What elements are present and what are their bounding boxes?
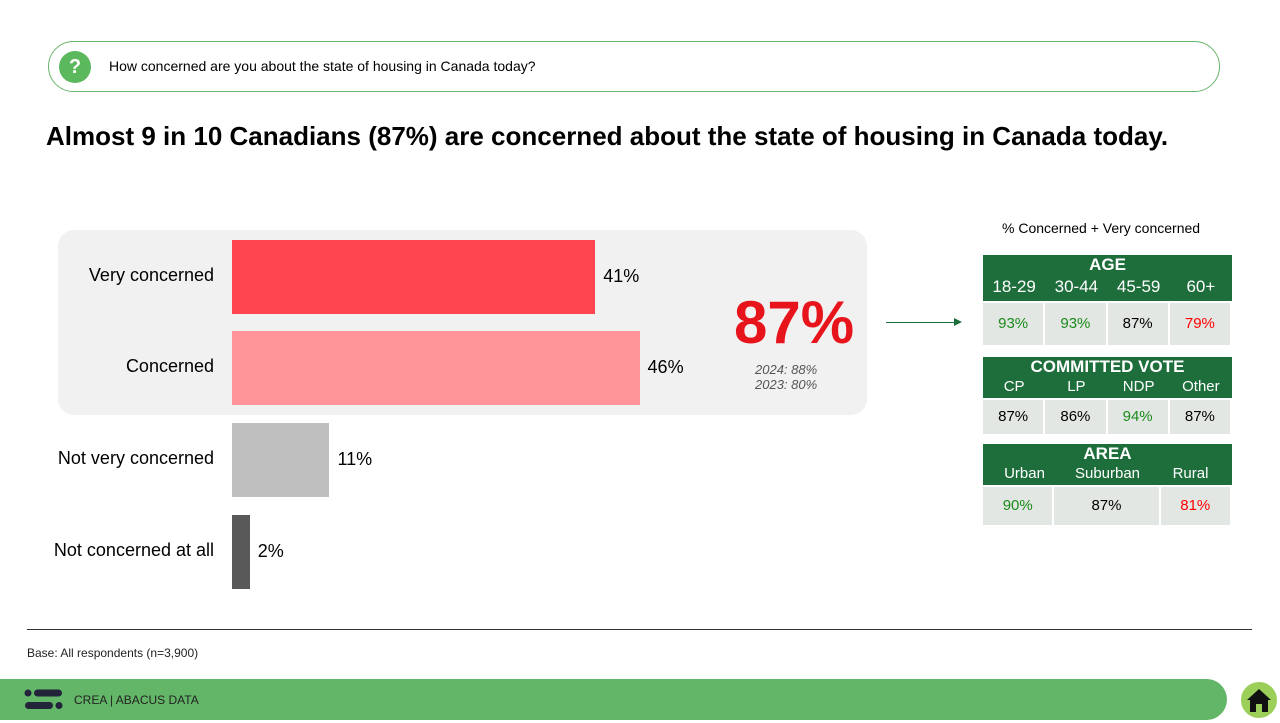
headline: Almost 9 in 10 Canadians (87%) are conce… bbox=[46, 121, 1169, 151]
column-header: Urban bbox=[1004, 465, 1045, 482]
bar bbox=[232, 240, 596, 314]
table-cell: 79% bbox=[1169, 303, 1232, 345]
prev-2023: 2023: 80% bbox=[755, 377, 818, 392]
table-committed-vote: COMMITTED VOTE CP LP NDP Other 87% 86% 94% 87% bbox=[983, 357, 1232, 434]
arrow-icon bbox=[886, 318, 962, 326]
table-cell: 93% bbox=[983, 303, 1046, 345]
question-box: ? How concerned are you about the state … bbox=[48, 41, 1220, 92]
prev-2024: 2024: 88% bbox=[755, 362, 818, 377]
bar-value-label: 46% bbox=[647, 357, 684, 377]
column-header: 45-59 bbox=[1116, 277, 1161, 296]
column-header: 30-44 bbox=[1054, 277, 1099, 296]
home-icon bbox=[1247, 689, 1271, 712]
table-cell: 90% bbox=[983, 487, 1055, 525]
column-header: Other bbox=[1182, 378, 1220, 395]
home-button[interactable] bbox=[1239, 680, 1279, 720]
bar-label: Not concerned at all bbox=[53, 540, 214, 560]
base-note: Base: All respondents (n=3,900) bbox=[27, 646, 199, 660]
bar-label: Not very concerned bbox=[57, 448, 214, 468]
column-header: 18-29 bbox=[992, 277, 1036, 296]
divider bbox=[27, 629, 1252, 630]
abacus-logo-icon bbox=[24, 689, 63, 709]
bar-value-label: 2% bbox=[257, 541, 284, 561]
column-header: LP bbox=[1067, 378, 1086, 395]
total-concerned: 87% bbox=[734, 289, 855, 356]
bar-label: Very concerned bbox=[88, 265, 214, 285]
table-cell: 81% bbox=[1160, 487, 1232, 525]
table-cell: 87% bbox=[1054, 487, 1161, 525]
bar bbox=[232, 423, 330, 497]
table-title: AGE bbox=[1089, 255, 1126, 274]
table-area: AREA Urban Suburban Rural 90% 87% 81% bbox=[983, 444, 1232, 525]
table-title: COMMITTED VOTE bbox=[1030, 357, 1185, 376]
column-header: Suburban bbox=[1074, 465, 1141, 482]
column-header: 60+ bbox=[1186, 277, 1216, 296]
table-cell: 87% bbox=[1169, 400, 1232, 434]
table-cell: 93% bbox=[1045, 303, 1108, 345]
question-text: How concerned are you about the state of… bbox=[109, 58, 536, 74]
bar-value-label: 41% bbox=[603, 266, 640, 286]
table-cell: 86% bbox=[1045, 400, 1108, 434]
table-age: AGE 18-29 30-44 45-59 60+ 93% 93% 87% 79% bbox=[983, 255, 1232, 345]
footer-text: CREA | ABACUS DATA bbox=[74, 693, 199, 707]
subgroup-title: % Concerned + Very concerned bbox=[1002, 220, 1201, 236]
table-cell: 94% bbox=[1107, 400, 1170, 434]
bar-value-label: 11% bbox=[337, 449, 373, 469]
bar bbox=[232, 515, 250, 589]
table-cell: 87% bbox=[983, 400, 1046, 434]
footer-bar: CREA | ABACUS DATA bbox=[0, 679, 1227, 720]
column-header: NDP bbox=[1122, 378, 1155, 395]
bar bbox=[232, 331, 640, 405]
table-cell: 87% bbox=[1107, 303, 1170, 345]
bar-label: Concerned bbox=[125, 356, 214, 376]
table-title: AREA bbox=[1083, 444, 1132, 463]
question-icon: ? bbox=[59, 51, 91, 83]
column-header: Rural bbox=[1172, 465, 1209, 482]
column-header: CP bbox=[1003, 378, 1025, 395]
